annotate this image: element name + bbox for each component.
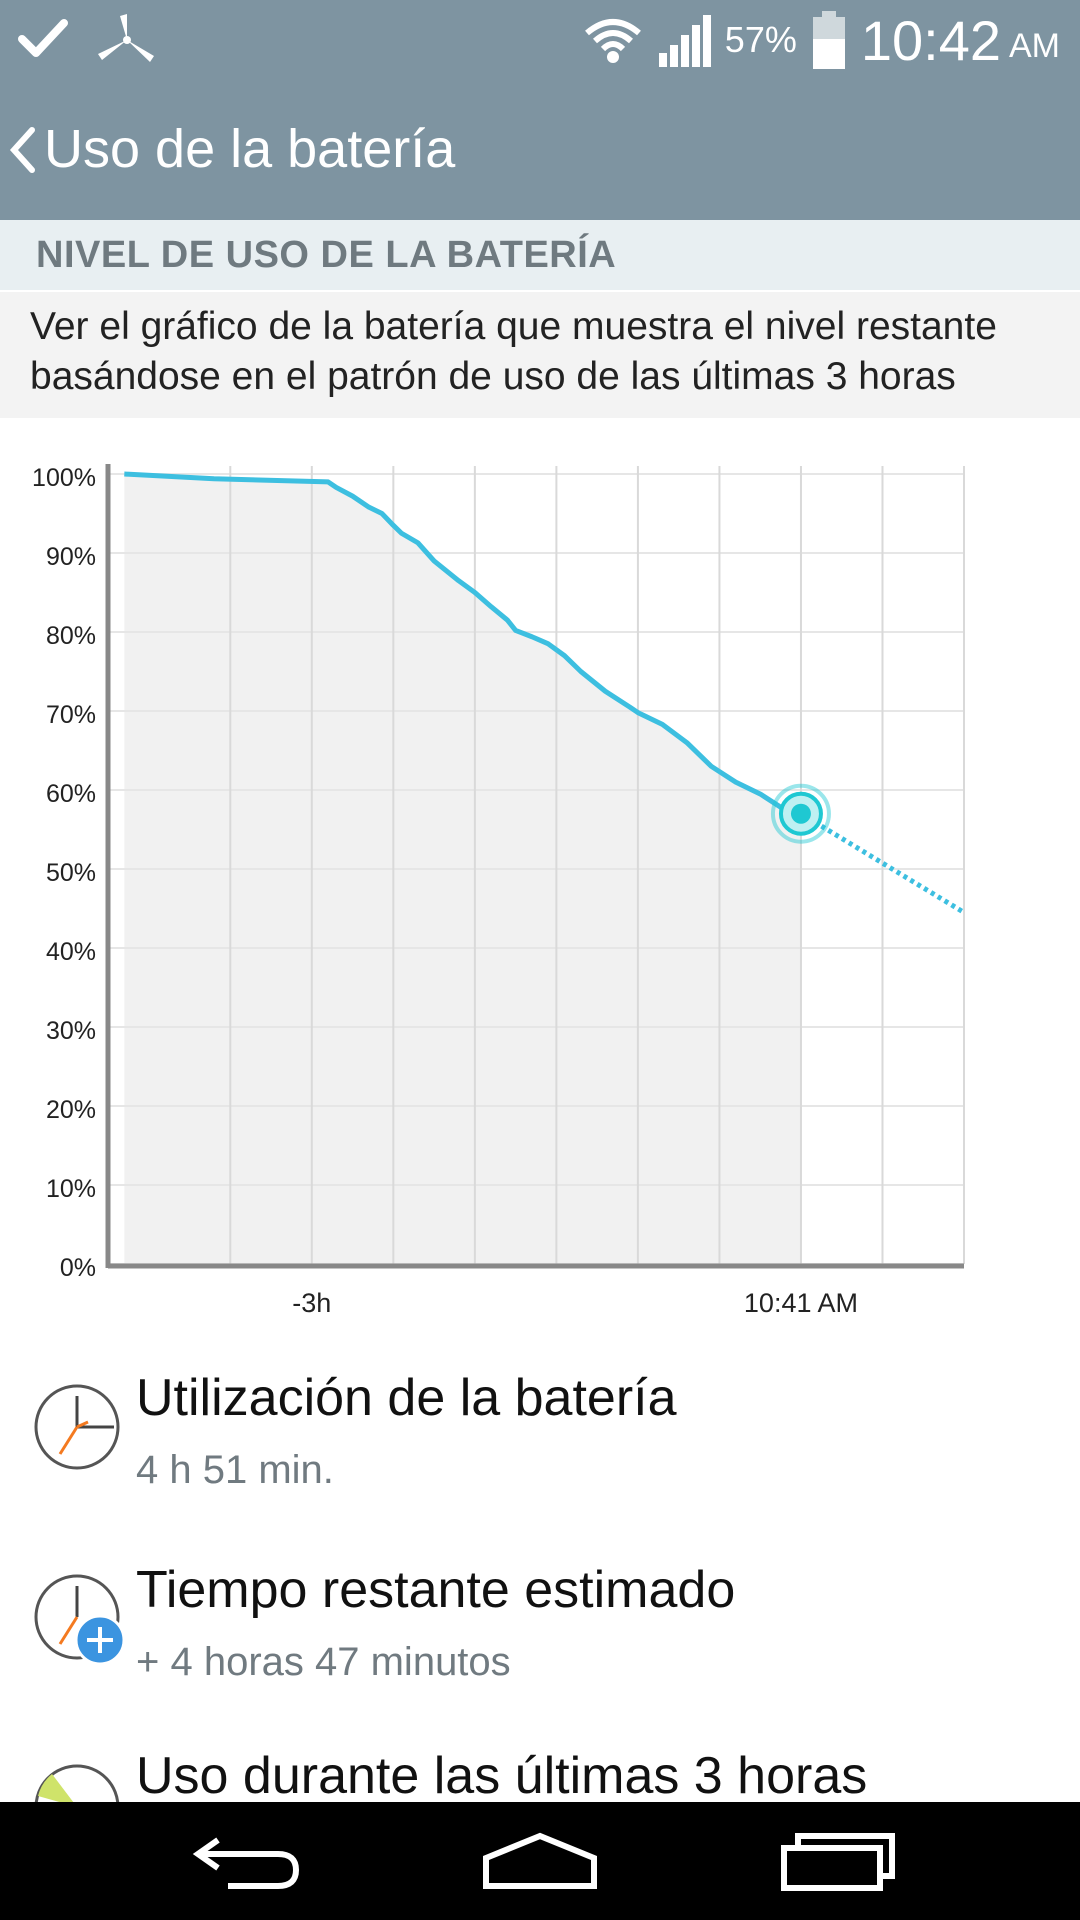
chart-y-tick-label: 30% (46, 1017, 96, 1045)
chart-history-line (124, 471, 802, 817)
notification-icons (18, 14, 156, 64)
action-bar: Uso de la batería (0, 80, 1080, 220)
list-item-title: Utilización de la batería (136, 1369, 677, 1427)
list-item-title: Tiempo restante estimado (136, 1561, 736, 1619)
clock-icon (34, 1384, 120, 1470)
wifi-icon (584, 19, 641, 63)
list-item-usage-last-3-hours[interactable]: Uso durante las últimas 3 horas (0, 1744, 1080, 1802)
page-title[interactable]: Uso de la batería (44, 119, 456, 179)
chart-y-tick-label: 50% (46, 859, 96, 887)
list-item-estimated-time[interactable]: Tiempo restante estimado + 4 horas 47 mi… (0, 1552, 1080, 1702)
chart-y-tick-label: 60% (46, 780, 96, 808)
battery-icon (812, 11, 845, 69)
clock-ampm: AM (1009, 26, 1060, 65)
chart-current-marker-ring (770, 783, 831, 844)
pie-icon (34, 1764, 120, 1802)
pinwheel-icon (98, 14, 154, 62)
battery-percent: 57% (724, 19, 797, 60)
chart-y-tick-label: 80% (46, 622, 96, 650)
back-chevron-icon[interactable] (6, 122, 40, 178)
list-item-title: Uso durante las últimas 3 horas (136, 1747, 868, 1802)
battery-chart: 100% 90% 80% 70% 60% 50% 40% 30% 20% 10% 0% -3h 10:4… (0, 440, 1080, 1320)
section-description: Ver el gráfico de la batería que muestra… (0, 292, 1080, 418)
list-item-battery-usage[interactable]: Utilización de la batería 4 h 51 min. (0, 1360, 1080, 1510)
chart-current-marker-dot (790, 803, 811, 824)
chart-y-tick-label: 90% (46, 543, 96, 571)
chart-y-tick-label: 40% (46, 938, 96, 966)
chart-x-tick-label: 10:41 AM (744, 1288, 858, 1318)
list-item-subtitle: + 4 horas 47 minutos (136, 1640, 511, 1684)
description-text: Ver el gráfico de la batería que muestra… (30, 305, 997, 398)
status-icons: 57% 10:42 AM (583, 8, 1060, 72)
clock-plus-icon (34, 1574, 126, 1666)
navigation-bar (0, 1802, 1080, 1920)
signal-icon (658, 15, 711, 67)
back-icon[interactable] (188, 1832, 308, 1892)
status-bar: 57% 10:42 AM (0, 0, 1080, 80)
section-title: NIVEL DE USO DE LA BATERÍA (36, 234, 617, 276)
chart-y-tick-label: 20% (46, 1096, 96, 1124)
chart-y-tick-label: 10% (46, 1175, 96, 1203)
recent-apps-icon[interactable] (778, 1832, 898, 1892)
chart-y-tick-label: 0% (60, 1254, 96, 1282)
check-icon (18, 19, 68, 57)
list-item-subtitle: 4 h 51 min. (136, 1448, 334, 1492)
chart-x-tick-label: -3h (292, 1288, 331, 1318)
section-header: NIVEL DE USO DE LA BATERÍA (0, 220, 1080, 290)
battery-chart-svg: 100% 90% 80% 70% 60% 50% 40% 30% 20% 10% 0% -3h 10:4… (32, 464, 966, 1318)
clock-time: 10:42 (860, 8, 1001, 72)
chart-y-tick-label: 100% (32, 464, 96, 492)
home-icon[interactable] (480, 1832, 600, 1892)
chart-y-tick-label: 70% (46, 701, 96, 729)
